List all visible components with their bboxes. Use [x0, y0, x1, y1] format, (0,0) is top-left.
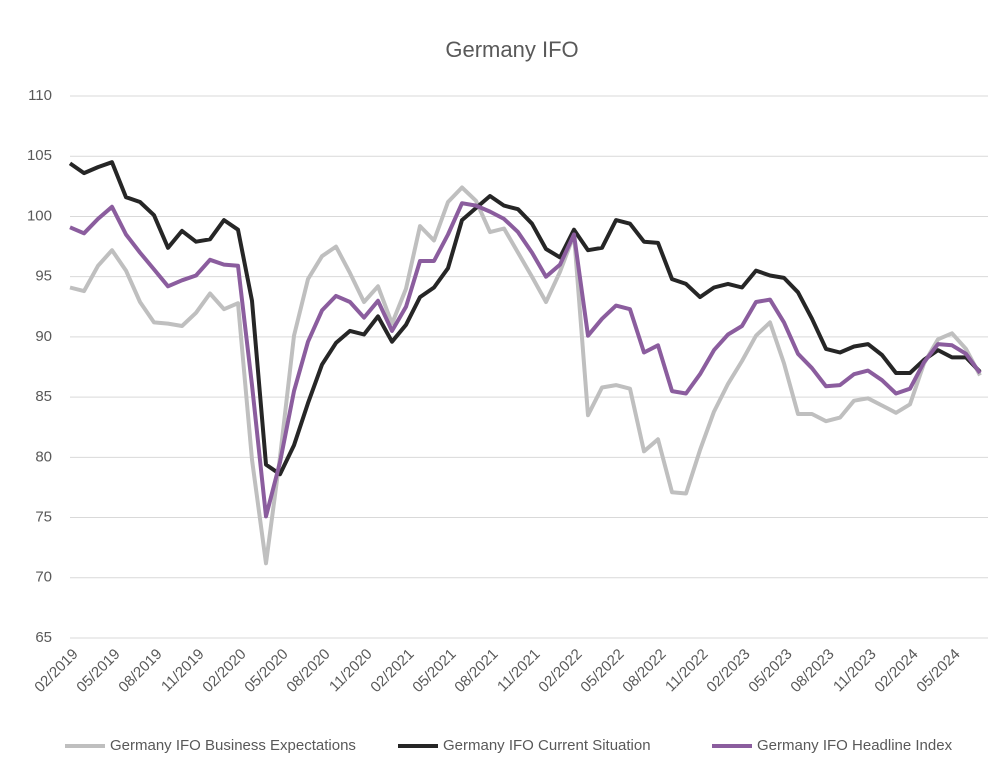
x-tick-label: 05/2023 — [745, 646, 795, 696]
legend-label: Germany IFO Current Situation — [443, 737, 651, 754]
x-tick-label: 11/2023 — [830, 646, 880, 696]
y-tick-label: 90 — [35, 328, 52, 345]
x-tick-label: 05/2020 — [241, 646, 291, 696]
x-tick-label: 02/2024 — [871, 646, 921, 696]
y-tick-label: 70 — [35, 569, 52, 586]
x-tick-label: 11/2021 — [494, 646, 544, 696]
x-tick-label: 02/2021 — [367, 646, 417, 696]
x-tick-label: 05/2019 — [73, 646, 123, 696]
x-tick-label: 02/2022 — [535, 646, 585, 696]
x-tick-label: 11/2022 — [662, 646, 712, 696]
x-tick-label: 02/2019 — [31, 646, 81, 696]
x-tick-label: 05/2021 — [409, 646, 459, 696]
x-tick-label: 08/2019 — [115, 646, 165, 696]
x-tick-label: 08/2021 — [451, 646, 501, 696]
y-tick-label: 75 — [35, 509, 52, 526]
y-tick-label: 95 — [35, 268, 52, 285]
legend-label: Germany IFO Business Expectations — [110, 737, 356, 754]
x-tick-label: 08/2023 — [787, 646, 837, 696]
legend-label: Germany IFO Headline Index — [757, 737, 953, 754]
x-tick-label: 11/2019 — [158, 646, 208, 696]
chart-title: Germany IFO — [445, 37, 578, 62]
series-line — [69, 185, 982, 566]
series-line — [68, 160, 982, 477]
x-tick-label: 05/2022 — [577, 646, 627, 696]
y-tick-label: 85 — [35, 388, 52, 405]
x-tick-label: 02/2020 — [199, 646, 249, 696]
x-tick-label: 08/2022 — [619, 646, 669, 696]
x-tick-label: 08/2020 — [283, 646, 333, 696]
y-tick-label: 105 — [27, 147, 52, 164]
x-tick-label: 02/2023 — [703, 646, 753, 696]
series-line — [69, 201, 982, 519]
y-tick-label: 100 — [27, 207, 52, 224]
y-tick-label: 110 — [28, 87, 52, 104]
y-tick-label: 80 — [35, 448, 52, 465]
x-tick-label: 11/2020 — [326, 646, 376, 696]
x-tick-label: 05/2024 — [913, 646, 963, 696]
y-tick-label: 65 — [35, 629, 52, 646]
